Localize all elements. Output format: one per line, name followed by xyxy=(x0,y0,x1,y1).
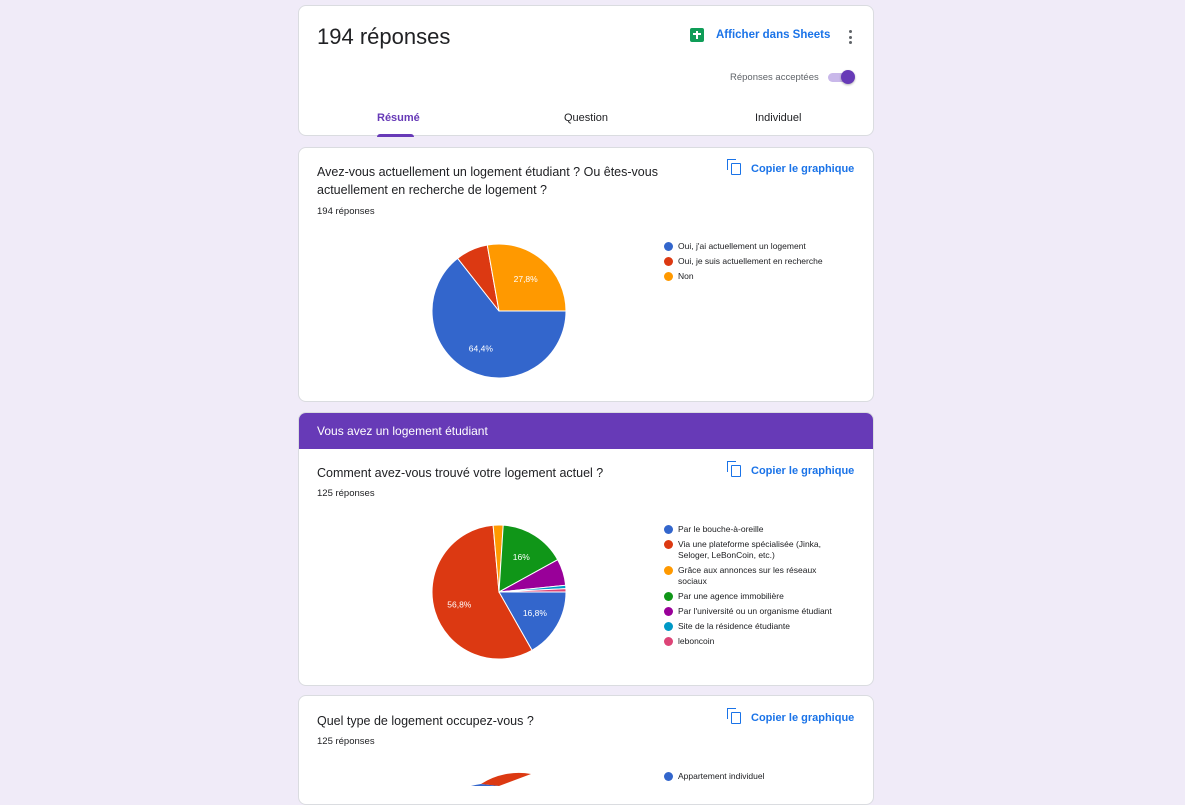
legend-item: Site de la résidence étudiante xyxy=(664,621,844,632)
legend-item: leboncoin xyxy=(664,636,844,647)
chart-legend: Appartement individuel xyxy=(664,771,844,786)
legend-item: Via une plateforme spécialisée (Jinka, S… xyxy=(664,539,844,561)
tab-summary[interactable]: Résumé xyxy=(377,112,420,124)
pie-chart: 16,8% 56,8% 16% xyxy=(431,524,567,660)
view-in-sheets-label: Afficher dans Sheets xyxy=(716,29,831,41)
section-card: Vous avez un logement étudiant Comment a… xyxy=(298,412,874,686)
pie-data-label: 16% xyxy=(513,552,530,562)
pie-data-label: 56,8% xyxy=(447,599,472,609)
legend-item: Par une agence immobilière xyxy=(664,591,844,602)
accepting-responses-label: Réponses acceptées xyxy=(730,72,819,83)
copy-icon xyxy=(727,708,741,724)
question-card-1: Avez-vous actuellement un logement étudi… xyxy=(298,147,874,402)
question-card-3: Quel type de logement occupez-vous ? 125… xyxy=(298,695,874,805)
legend-item: Grâce aux annonces sur les réseaux socia… xyxy=(664,565,844,587)
pie-data-label: 16,8% xyxy=(523,608,548,618)
view-in-sheets-button[interactable]: Afficher dans Sheets xyxy=(690,28,830,42)
responses-count-title: 194 réponses xyxy=(317,24,451,49)
more-vert-icon[interactable] xyxy=(845,28,855,46)
accepting-responses-toggle[interactable] xyxy=(828,70,856,84)
copy-chart-button[interactable]: Copier le graphique xyxy=(727,708,854,724)
pie-slice[interactable] xyxy=(498,524,559,593)
pie-data-label: 27,8% xyxy=(514,274,539,284)
copy-chart-button[interactable]: Copier le graphique xyxy=(727,159,854,175)
legend-item: Oui, j'ai actuellement un logement xyxy=(664,241,844,252)
chart-legend: Par le bouche-à-oreille Via une platefor… xyxy=(664,524,844,651)
tab-question[interactable]: Question xyxy=(564,112,609,124)
pie-chart: 64,4% 27,8% xyxy=(431,243,567,379)
pie-chart-partial xyxy=(471,772,531,786)
pie-slice[interactable] xyxy=(498,588,567,593)
legend-item: Oui, je suis actuellement en recherche xyxy=(664,256,844,267)
legend-item: Par le bouche-à-oreille xyxy=(664,524,844,535)
sheets-icon xyxy=(690,28,704,42)
legend-item: Appartement individuel xyxy=(664,771,844,782)
copy-icon xyxy=(727,461,741,477)
chart-legend: Oui, j'ai actuellement un logement Oui, … xyxy=(664,241,844,286)
pie-slice[interactable] xyxy=(486,243,567,312)
legend-item: Non xyxy=(664,271,844,282)
response-count: 125 réponses xyxy=(317,736,375,747)
question-title: Quel type de logement occupez-vous ? xyxy=(317,714,534,728)
pie-slice[interactable] xyxy=(431,524,533,660)
pie-data-label: 64,4% xyxy=(469,343,494,353)
pie-slice[interactable] xyxy=(498,591,567,651)
tab-individual[interactable]: Individuel xyxy=(755,112,802,124)
response-count: 125 réponses xyxy=(317,488,375,499)
pie-slice[interactable] xyxy=(431,257,567,379)
question-title: Avez-vous actuellement un logement étudi… xyxy=(317,165,658,197)
copy-chart-button[interactable]: Copier le graphique xyxy=(727,461,854,477)
legend-item: Par l'université ou un organisme étudian… xyxy=(664,606,844,617)
response-count: 194 réponses xyxy=(317,206,375,217)
section-title: Vous avez un logement étudiant xyxy=(299,413,873,449)
copy-icon xyxy=(727,159,741,175)
question-title: Comment avez-vous trouvé votre logement … xyxy=(317,466,604,480)
responses-header-card: 194 réponses Afficher dans Sheets Répons… xyxy=(298,5,874,137)
active-tab-indicator xyxy=(377,134,414,137)
